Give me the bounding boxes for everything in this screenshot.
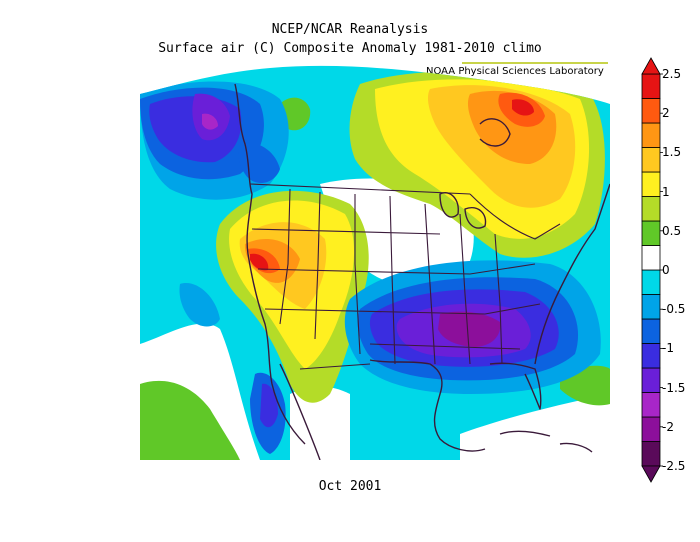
date-label: Oct 2001 (318, 479, 382, 494)
state-border (314, 191, 321, 340)
colorbar-swatch (641, 318, 661, 344)
colorbar-swatch (641, 245, 661, 271)
colorbar-tick-label: -0.5 (662, 302, 686, 317)
colorbar-max-arrow (641, 57, 661, 75)
colorbar-tick-label: -1.5 (662, 380, 686, 395)
state-border (257, 263, 536, 275)
colorbar-tick-label: -2.5 (662, 459, 686, 473)
colorbar-tick-label: 2.5 (662, 67, 682, 81)
max-anomaly-area (512, 99, 534, 116)
us-canada-border (469, 193, 561, 240)
state-border (369, 343, 521, 350)
anomaly-map (140, 65, 610, 460)
max-anomaly-area (250, 253, 269, 271)
colorbar-swatch (641, 196, 661, 222)
colorbar-swatch (641, 441, 661, 467)
colorbar-swatch (641, 220, 661, 246)
colorbar-swatch (641, 122, 661, 148)
state-border (494, 233, 503, 365)
colorbar-swatch (641, 294, 661, 320)
atlantic-coastline (534, 183, 610, 365)
min-anomaly-area (438, 311, 501, 347)
cold-anomaly-area (179, 283, 220, 327)
map-title: NCEP/NCAR Reanalysis (271, 22, 429, 37)
colorbar-tick-label: 2 (662, 106, 670, 121)
colorbar-tick-label: 0 (662, 263, 670, 277)
great-lakes (464, 207, 487, 229)
colorbar-tick-label: -2 (662, 419, 674, 434)
us-canada-border (249, 183, 471, 195)
florida-coastline (489, 362, 542, 410)
warm-anomaly-area (140, 380, 240, 460)
cuba-outline (499, 430, 551, 437)
colorbar-tick-label: 0.5 (662, 223, 682, 238)
colorbar-swatch (641, 416, 661, 442)
state-border (389, 195, 396, 365)
gulf-coastline (369, 359, 486, 452)
state-border (459, 213, 471, 365)
colorbar-swatch (641, 73, 661, 99)
neutral-zone (290, 386, 350, 460)
state-border (424, 203, 436, 365)
state-border (279, 188, 291, 325)
state-border (354, 194, 361, 355)
colorbar-tick-label: 1.5 (662, 145, 682, 160)
colorbar-swatch (641, 343, 661, 369)
colorbar-swatch (641, 367, 661, 393)
baja-coastline (279, 363, 321, 460)
map-subtitle: Surface air (C) Composite Anomaly 1981-2… (158, 41, 542, 56)
colorbar-tick-label: -1 (662, 341, 674, 356)
colorbar-swatch (641, 392, 661, 418)
colorbar-swatch (641, 171, 661, 197)
hispaniola-outline (559, 442, 593, 453)
state-border (264, 303, 541, 315)
hudson-bay-coast (479, 118, 511, 147)
credit-label: NOAA Physical Sciences Laboratory (426, 66, 604, 77)
state-border (251, 228, 441, 235)
credit-underline (462, 62, 608, 64)
colorbar-swatch (641, 147, 661, 173)
cold-anomaly-area (260, 383, 278, 428)
colorbar-swatch (641, 98, 661, 124)
pacific-coastline (234, 83, 306, 445)
state-borders (249, 183, 561, 370)
colorbar-tick-label: 1 (662, 184, 670, 199)
us-mexico-border (299, 363, 371, 370)
cold-anomaly-area (202, 113, 218, 130)
colorbar-swatch (641, 269, 661, 295)
